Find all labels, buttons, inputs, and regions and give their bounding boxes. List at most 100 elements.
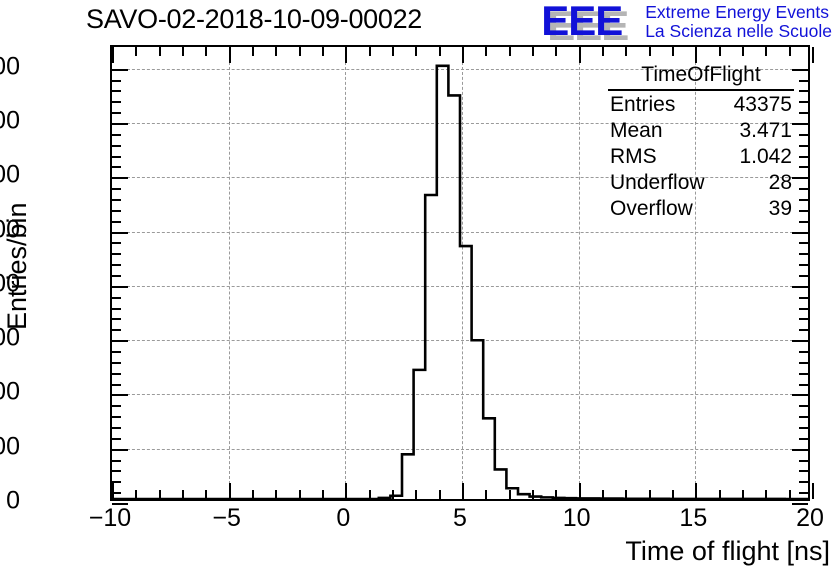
x-tick-major-top [228,47,231,63]
x-tick-minor [368,490,371,499]
x-tick-minor-top [485,47,488,56]
x-tick-minor-top [648,47,651,56]
y-tick-major [112,340,128,343]
x-tick-minor [672,490,674,499]
x-tick-minor [158,490,161,499]
y-tick-minor [112,101,121,104]
x-tick-major [228,483,231,499]
x-tick-minor [648,490,651,499]
eee-logo: EEE EEE Extreme Energy Events La Scienza… [541,0,832,49]
statistics-box: TimeOfFlight Entries 43375 Mean 3.471 RMS 1.0… [608,62,794,222]
y-tick-major [112,231,128,234]
y-tick-minor [112,470,121,473]
x-tick-minor [252,490,254,499]
x-tick-minor [602,490,604,499]
eee-logo-text: Extreme Energy Events La Scienza nelle S… [645,3,832,41]
y-tick-minor-right [799,155,808,158]
x-tick-minor [508,490,511,499]
eee-logo-line2: La Scienza nelle Scuole [645,21,832,41]
x-tick-minor [205,490,208,499]
y-tick-major-right [792,503,808,505]
y-tick-minor-right [799,296,808,299]
statistics-key: Underflow [610,171,705,194]
y-tick-label: 2000 [0,377,20,406]
y-tick-minor-right [799,470,808,473]
y-tick-minor-right [799,90,808,93]
x-tick-major [812,483,814,499]
y-tick-minor [112,199,121,201]
x-tick-minor-top [158,47,161,56]
statistics-title: TimeOfFlight [608,62,794,91]
y-tick-minor [112,166,121,169]
statistics-key: Mean [610,119,663,142]
x-tick-minor-top [508,47,511,56]
statistics-key: RMS [610,145,657,168]
x-axis-title: Time of flight [ns] [625,536,830,566]
x-tick-minor [322,490,324,499]
y-tick-minor [112,264,121,267]
x-tick-minor-top [135,47,138,56]
statistics-row: Entries 43375 [608,92,794,118]
y-tick-major [112,503,128,505]
y-tick-label: 4000 [0,269,20,298]
y-tick-label: 3000 [0,323,20,352]
statistics-row: Mean 3.471 [608,118,794,144]
x-tick-minor [485,490,488,499]
x-tick-minor-top [205,47,208,56]
y-tick-major [112,285,128,288]
eee-logo-mark-shadow: EEE [547,2,629,49]
eee-logo-line1: Extreme Energy Events [645,2,830,22]
x-tick-major-top [578,47,581,63]
y-tick-minor [112,242,121,245]
plot-frame [110,45,814,505]
x-tick-label: 5 [453,504,467,532]
y-tick-minor [112,220,121,223]
y-tick-minor-right [799,318,808,321]
y-tick-minor [112,296,121,299]
y-tick-minor [112,383,121,386]
statistics-value: 3.471 [739,119,792,142]
x-tick-major-top [345,47,348,63]
y-tick-minor [112,144,121,147]
y-tick-minor-right [799,253,808,256]
grid-line-horizontal [112,340,808,342]
statistics-value: 1.042 [739,145,792,168]
page-title: SAVO-02-2018-10-09-00022 [86,4,423,34]
x-tick-minor [135,490,138,499]
x-tick-minor-top [415,47,418,56]
x-tick-minor-top [672,47,674,56]
grid-line-vertical [345,47,347,499]
x-tick-major [462,483,464,499]
x-tick-minor-top [602,47,604,56]
y-tick-major-right [792,285,808,288]
x-tick-minor [438,490,441,499]
statistics-key: Entries [610,93,676,116]
y-tick-minor [112,459,121,462]
y-tick-minor-right [799,427,808,429]
y-tick-minor [112,361,121,364]
grid-line-vertical [578,47,580,499]
y-tick-minor [112,405,121,408]
x-tick-minor-top [532,47,534,56]
x-tick-minor [718,490,721,499]
statistics-value: 39 [768,197,792,220]
y-tick-minor-right [799,492,808,495]
y-tick-major [112,68,128,71]
x-tick-minor [182,490,184,499]
statistics-key: Overflow [610,197,693,220]
x-tick-minor [742,490,744,499]
y-tick-major [112,177,128,180]
y-tick-minor [112,90,121,93]
x-tick-minor [532,490,534,499]
y-tick-minor [112,155,121,158]
y-tick-label: 0 [6,486,20,515]
x-tick-major [112,483,114,499]
y-tick-label: 6000 [0,160,20,189]
y-tick-minor-right [799,329,808,332]
x-tick-major [345,483,348,499]
y-tick-major-right [792,68,808,71]
y-tick-major [112,394,128,397]
y-tick-minor [112,133,121,136]
y-tick-minor [112,112,121,115]
